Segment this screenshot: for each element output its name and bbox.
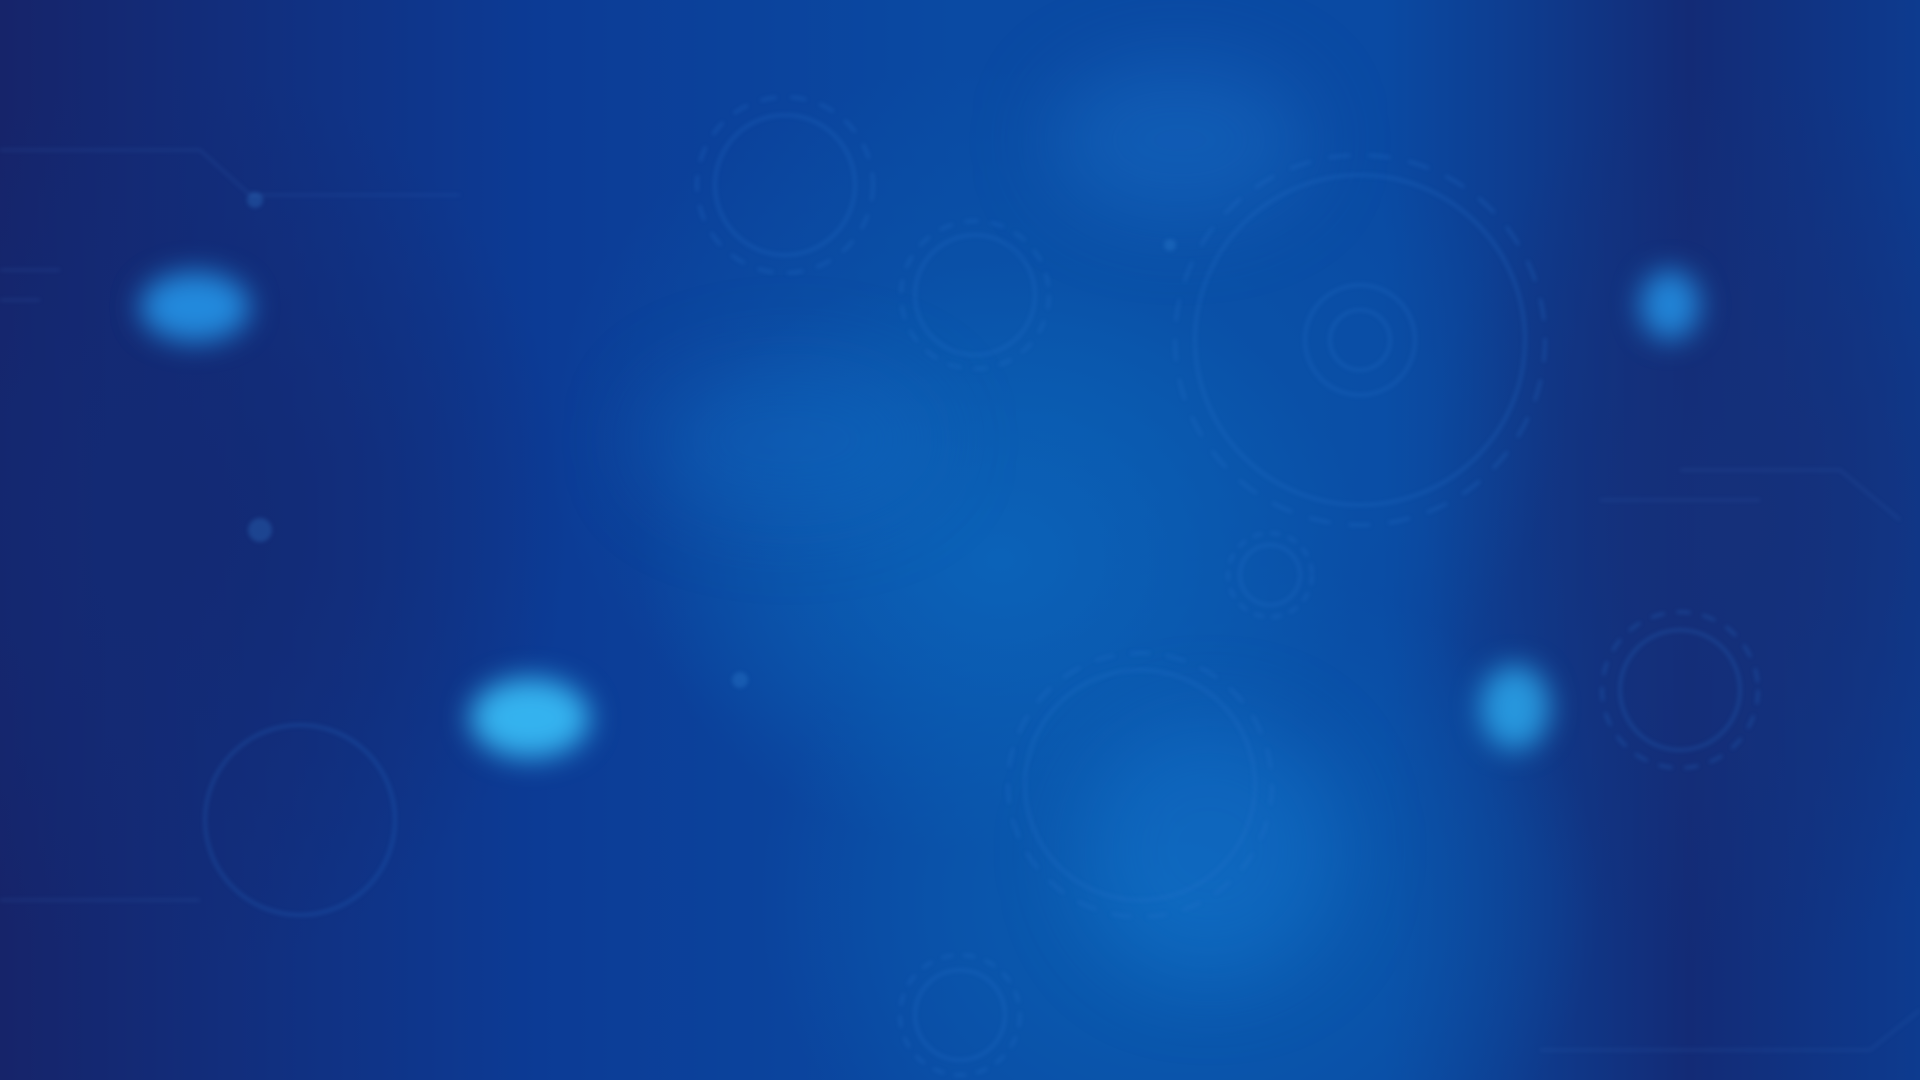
bokeh-light — [470, 678, 590, 758]
light-haze — [640, 360, 940, 520]
gear-icon — [898, 953, 1022, 1077]
light-haze — [1050, 60, 1310, 220]
gear-icon — [1006, 651, 1274, 919]
gear-icon — [1600, 610, 1760, 770]
bokeh-light — [140, 272, 250, 342]
gear-icon — [203, 723, 397, 917]
gear-icon — [899, 219, 1051, 371]
bokeh-light — [1480, 665, 1550, 750]
gear-icon — [695, 95, 875, 275]
bokeh-light — [1640, 270, 1700, 340]
light-haze — [1080, 720, 1340, 980]
circuit-line-icon — [0, 149, 1920, 1051]
gear-icon — [1226, 531, 1314, 619]
gear-icon — [1173, 153, 1547, 527]
